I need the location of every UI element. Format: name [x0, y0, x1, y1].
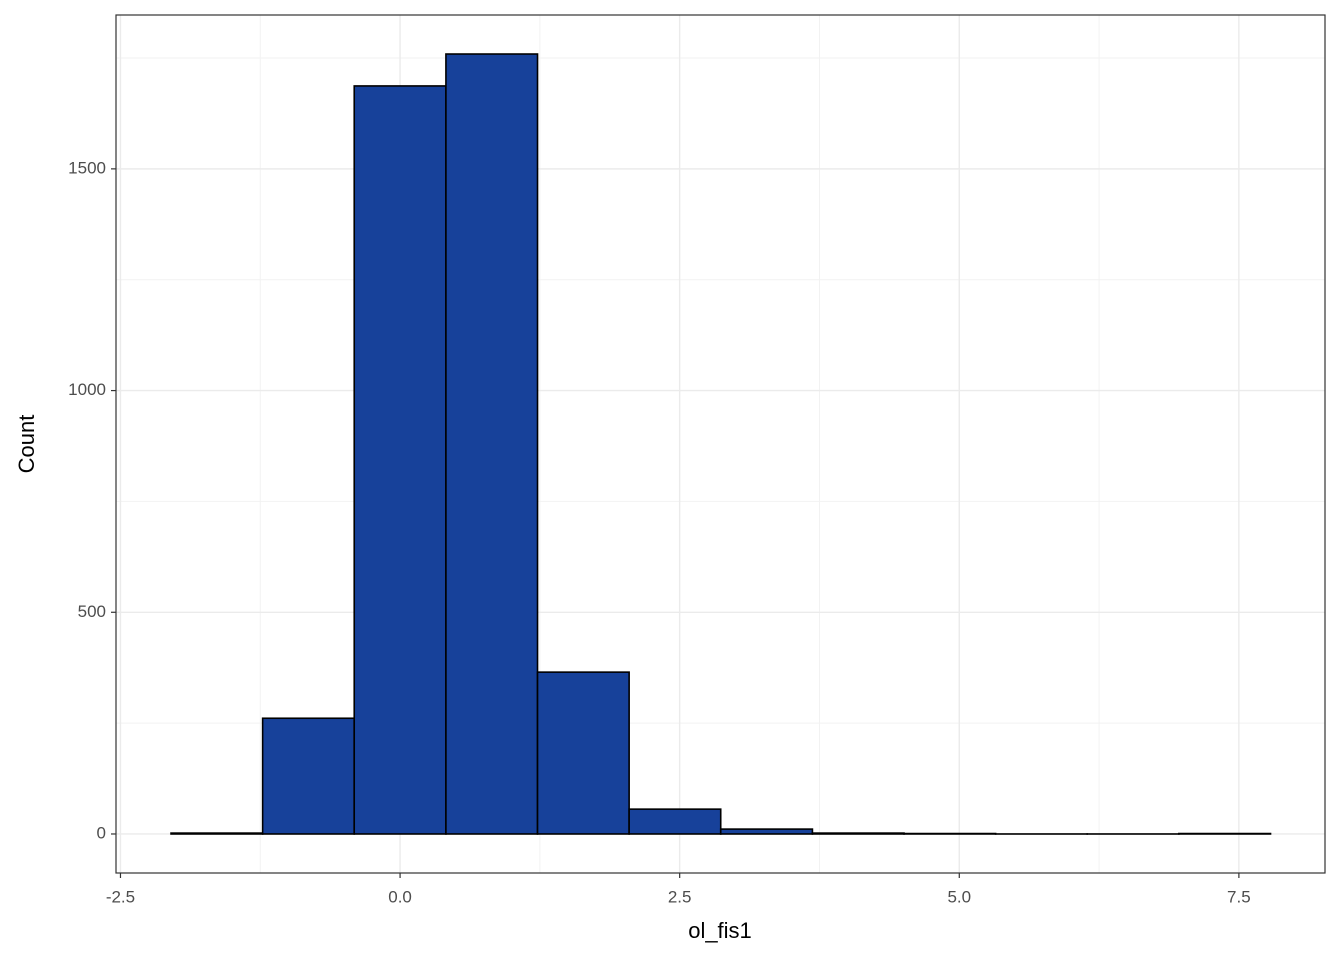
y-tick-label: 0	[97, 823, 106, 842]
y-axis-title: Count	[14, 415, 39, 474]
x-tick-label: -2.5	[106, 887, 135, 906]
y-tick-label: 1500	[68, 158, 106, 177]
bar	[446, 54, 538, 834]
bar	[629, 809, 721, 834]
bar	[171, 833, 263, 834]
x-tick-label: 5.0	[947, 887, 971, 906]
x-tick-label: 2.5	[668, 887, 692, 906]
bar	[721, 829, 813, 834]
bar	[263, 718, 355, 834]
x-tick-label: 7.5	[1227, 887, 1251, 906]
bar	[812, 833, 904, 834]
y-tick-label: 500	[78, 602, 106, 621]
y-tick-label: 1000	[68, 380, 106, 399]
bar	[354, 86, 446, 834]
x-axis-title: ol_fis1	[688, 918, 752, 943]
bar	[538, 672, 630, 834]
x-tick-label: 0.0	[388, 887, 412, 906]
